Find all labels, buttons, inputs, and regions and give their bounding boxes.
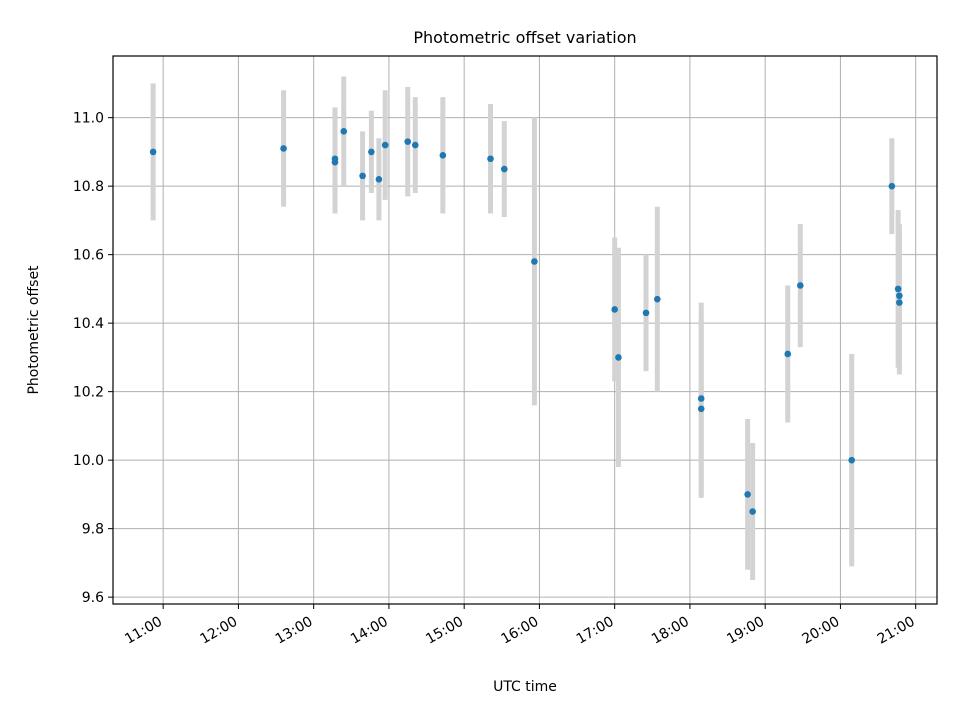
data-point xyxy=(411,141,419,149)
chart-title: Photometric offset variation xyxy=(413,28,636,47)
y-tick-label: 10.0 xyxy=(73,453,104,469)
y-tick-label: 10.4 xyxy=(73,316,104,332)
x-axis-label: UTC time xyxy=(493,679,557,695)
data-point xyxy=(749,508,756,515)
data-point xyxy=(381,141,389,149)
y-tick-label: 10.8 xyxy=(73,179,104,195)
data-point xyxy=(487,155,494,163)
data-point xyxy=(280,145,287,152)
y-tick-label: 9.8 xyxy=(82,522,104,538)
data-point xyxy=(501,165,508,173)
data-points xyxy=(149,128,903,515)
data-point xyxy=(340,128,348,135)
data-point xyxy=(404,138,412,145)
data-point xyxy=(439,152,447,159)
y-tick-label: 11.0 xyxy=(73,111,104,127)
data-point xyxy=(654,295,661,303)
data-point xyxy=(896,292,903,300)
y-tick-label: 10.2 xyxy=(73,385,104,401)
data-point xyxy=(642,309,650,317)
data-point xyxy=(531,258,538,265)
data-point xyxy=(149,148,157,156)
data-point xyxy=(368,148,375,156)
data-point xyxy=(896,299,903,306)
y-tick-label: 10.6 xyxy=(73,248,104,264)
y-tick-label: 9.6 xyxy=(82,590,104,606)
data-point xyxy=(359,172,366,180)
data-point xyxy=(894,285,902,293)
data-point xyxy=(697,395,705,402)
data-point xyxy=(888,182,896,190)
data-point xyxy=(744,491,751,498)
data-point xyxy=(796,282,804,289)
data-point xyxy=(784,350,792,358)
data-point xyxy=(611,306,618,313)
data-point xyxy=(331,158,339,166)
data-point xyxy=(375,176,383,183)
y-axis-ticks: 9.6 9.8 10.0 10.2 10.4 10.6 10.8 11.0 xyxy=(73,111,113,606)
data-point xyxy=(848,456,856,464)
data-point xyxy=(615,354,622,361)
plot-frame xyxy=(112,55,938,605)
data-point xyxy=(697,405,705,413)
y-axis-label: Photometric offset xyxy=(26,265,42,395)
grid xyxy=(113,56,937,604)
